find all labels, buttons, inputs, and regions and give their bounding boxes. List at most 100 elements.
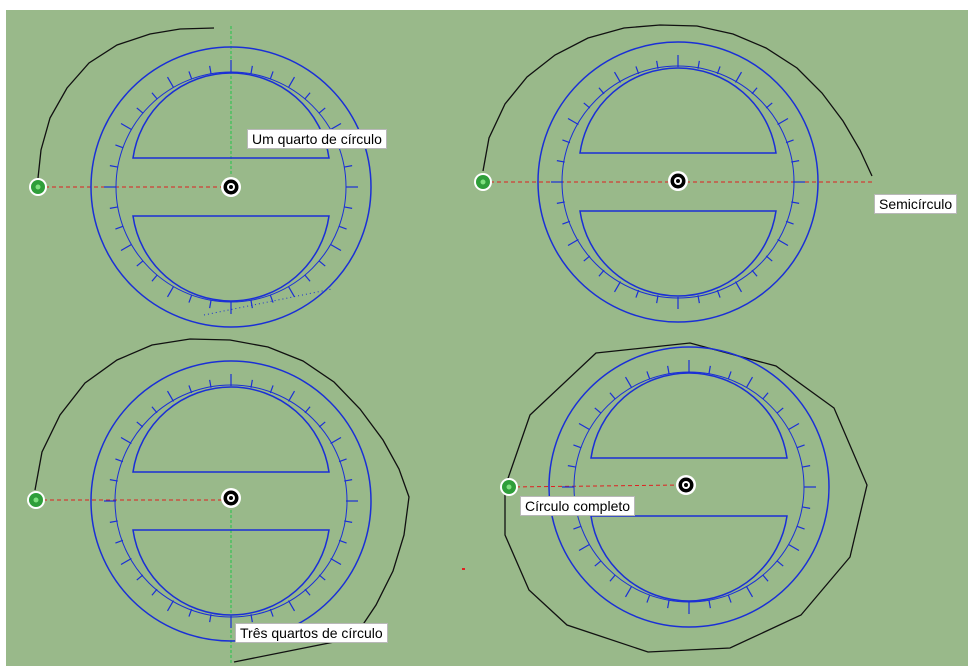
protractor-tick <box>573 525 582 530</box>
protractor-tick <box>613 281 622 293</box>
sketchup-viewport[interactable]: Um quarto de círculo Semicírculo Três qu… <box>6 10 968 666</box>
protractor-tick <box>115 539 124 544</box>
protractor-tick <box>727 371 732 380</box>
protractor-tick <box>762 392 769 400</box>
protractor-tick <box>667 365 670 374</box>
protractor-tick <box>762 574 769 582</box>
protractor-tick <box>716 66 721 75</box>
protractor-tick <box>209 614 212 623</box>
protractor-tick <box>727 594 732 603</box>
protractor-tick <box>796 444 805 449</box>
protractor-tick <box>166 600 175 612</box>
protractor-tick <box>776 560 784 567</box>
protractor-tick <box>656 295 659 304</box>
protractor-tick <box>776 407 784 414</box>
protractor-tick <box>751 269 758 277</box>
target-circle-icon[interactable] <box>668 171 688 191</box>
protractor-tick <box>250 300 253 309</box>
protractor-tick <box>697 60 700 69</box>
protractor-tick <box>646 371 651 380</box>
protractor-tick <box>344 479 353 482</box>
protractor-tick <box>188 608 193 617</box>
protractor-tick <box>109 165 118 168</box>
protractor-tick <box>151 274 158 282</box>
protractor-tick <box>562 139 571 144</box>
protractor-tick <box>567 465 576 468</box>
protractor-tick <box>151 588 158 596</box>
protractor-tick <box>594 560 602 567</box>
protractor-tick <box>635 66 640 75</box>
protractor-tick <box>598 269 605 277</box>
protractor-tick <box>697 295 700 304</box>
protractor-tick <box>344 165 353 168</box>
protractor-tick <box>578 543 590 552</box>
protractor-tick <box>109 520 118 523</box>
protractor-tick <box>624 586 633 598</box>
protractor-tick <box>115 458 124 463</box>
target-circle-icon[interactable] <box>221 488 241 508</box>
protractor-tick <box>338 458 347 463</box>
protractor-tick <box>287 600 296 612</box>
protractor-tick <box>567 117 579 126</box>
protractor-tick <box>151 92 158 100</box>
protractor-tick <box>209 65 212 74</box>
protractor-tick <box>796 525 805 530</box>
protractor-tick <box>166 76 175 88</box>
protractor-tick <box>318 574 326 581</box>
target-circle-icon[interactable] <box>676 475 696 495</box>
tooltip-semicircle: Semicírculo <box>874 194 958 214</box>
protractor-tick <box>269 385 274 394</box>
tooltip-three-quarters: Três quartos de círculo <box>235 623 388 643</box>
protractor-tick <box>609 392 616 400</box>
quarter-circle-example <box>29 26 372 328</box>
protractor-tick <box>136 574 144 581</box>
protractor-tick <box>791 201 800 204</box>
protractor-tick <box>556 160 565 163</box>
protractor-tick <box>609 574 616 582</box>
protractor-tick <box>115 144 124 149</box>
protractor-tick <box>115 225 124 230</box>
protractor-tick <box>785 220 794 225</box>
protractor-tick <box>136 260 144 267</box>
protractor-tick <box>120 122 132 131</box>
drawing-canvas[interactable] <box>6 10 968 666</box>
protractor-full <box>548 346 830 628</box>
protractor-tick <box>556 201 565 204</box>
protractor-tick <box>120 557 132 566</box>
protractor-tick <box>734 71 743 83</box>
protractor-tick <box>802 465 811 468</box>
protractor-tick <box>338 539 347 544</box>
protractor-tick <box>667 600 670 609</box>
green-point-icon[interactable] <box>500 478 518 496</box>
protractor-tick <box>188 71 193 80</box>
swept-path-full <box>504 342 868 653</box>
protractor-tick <box>250 65 253 74</box>
protractor-tick <box>188 294 193 303</box>
protractor-tick <box>166 390 175 402</box>
protractor-tick <box>562 220 571 225</box>
green-point-icon[interactable] <box>474 173 492 191</box>
protractor-tick <box>344 206 353 209</box>
protractor-tick <box>318 421 326 428</box>
protractor-tick <box>573 444 582 449</box>
protractor-tick <box>578 422 590 431</box>
protractor-tick <box>330 122 342 131</box>
protractor-tick <box>788 543 800 552</box>
red-axis-line <box>508 484 684 488</box>
inference-dotted-line <box>203 288 333 316</box>
protractor-tick <box>318 260 326 267</box>
protractor-tick <box>594 407 602 414</box>
protractor-quarter <box>90 46 372 328</box>
semicircle-example <box>474 24 873 323</box>
protractor-tick <box>109 479 118 482</box>
green-point-icon[interactable] <box>27 491 45 509</box>
protractor-tick <box>151 406 158 414</box>
protractor-tick <box>287 286 296 298</box>
three-quarters-example <box>27 338 410 664</box>
tooltip-full: Círculo completo <box>520 496 636 516</box>
green-point-icon[interactable] <box>29 178 47 196</box>
protractor-tick <box>188 385 193 394</box>
target-circle-icon[interactable] <box>221 177 241 197</box>
protractor-tick <box>624 376 633 388</box>
protractor-tick <box>209 379 212 388</box>
